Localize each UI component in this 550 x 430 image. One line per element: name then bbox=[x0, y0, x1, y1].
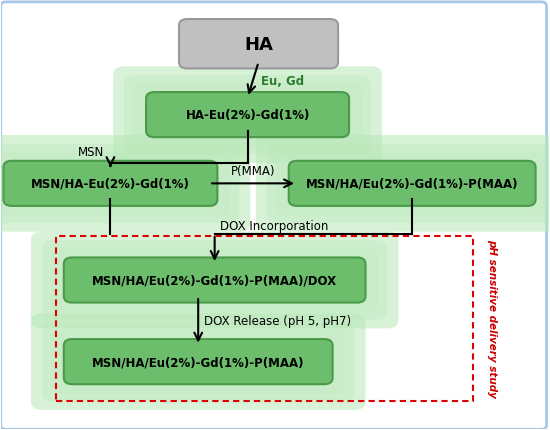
FancyBboxPatch shape bbox=[0, 136, 250, 232]
Text: HA: HA bbox=[244, 36, 273, 54]
FancyBboxPatch shape bbox=[64, 258, 366, 303]
Text: MSN/HA/Eu(2%)-Gd(1%)-P(MAA)/DOX: MSN/HA/Eu(2%)-Gd(1%)-P(MAA)/DOX bbox=[92, 274, 337, 287]
Text: P(MMA): P(MMA) bbox=[231, 165, 276, 178]
Text: MSN/HA-Eu(2%)-Gd(1%): MSN/HA-Eu(2%)-Gd(1%) bbox=[31, 178, 190, 190]
FancyBboxPatch shape bbox=[31, 232, 398, 329]
FancyBboxPatch shape bbox=[3, 161, 217, 206]
FancyBboxPatch shape bbox=[267, 144, 550, 224]
Text: DOX Incorporation: DOX Incorporation bbox=[220, 219, 328, 232]
FancyBboxPatch shape bbox=[289, 161, 536, 206]
Text: Eu, Gd: Eu, Gd bbox=[261, 74, 304, 88]
FancyBboxPatch shape bbox=[51, 329, 345, 394]
FancyBboxPatch shape bbox=[31, 313, 366, 410]
FancyBboxPatch shape bbox=[256, 136, 550, 232]
FancyBboxPatch shape bbox=[51, 248, 378, 313]
FancyBboxPatch shape bbox=[276, 151, 548, 216]
FancyBboxPatch shape bbox=[113, 67, 382, 163]
Text: MSN/HA/Eu(2%)-Gd(1%)-P(MAA): MSN/HA/Eu(2%)-Gd(1%)-P(MAA) bbox=[306, 178, 519, 190]
Text: HA-Eu(2%)-Gd(1%): HA-Eu(2%)-Gd(1%) bbox=[185, 109, 310, 122]
FancyBboxPatch shape bbox=[42, 241, 387, 320]
FancyBboxPatch shape bbox=[179, 20, 338, 69]
FancyBboxPatch shape bbox=[146, 93, 349, 138]
FancyBboxPatch shape bbox=[124, 76, 371, 155]
Text: MSN: MSN bbox=[78, 145, 104, 158]
FancyBboxPatch shape bbox=[64, 339, 333, 384]
Text: pH sensitive delivery study: pH sensitive delivery study bbox=[487, 239, 497, 397]
FancyBboxPatch shape bbox=[42, 322, 355, 402]
Text: MSN/HA/Eu(2%)-Gd(1%)-P(MAA): MSN/HA/Eu(2%)-Gd(1%)-P(MAA) bbox=[92, 355, 305, 368]
FancyBboxPatch shape bbox=[0, 151, 230, 216]
FancyBboxPatch shape bbox=[134, 83, 362, 148]
Bar bbox=[56, 237, 472, 402]
FancyBboxPatch shape bbox=[0, 144, 239, 224]
Text: DOX Release (pH 5, pH7): DOX Release (pH 5, pH7) bbox=[204, 315, 351, 328]
FancyBboxPatch shape bbox=[1, 3, 547, 429]
